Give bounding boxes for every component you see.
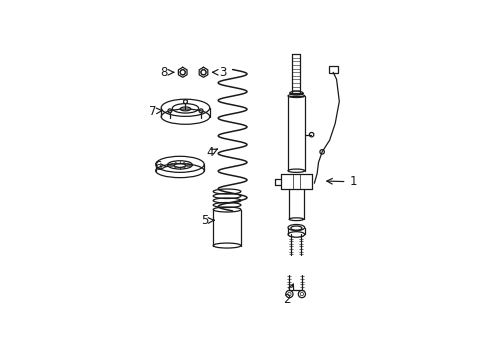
Text: 5: 5: [201, 214, 214, 227]
Text: 7: 7: [149, 105, 162, 118]
Text: 8: 8: [160, 66, 173, 79]
Text: 1: 1: [326, 175, 356, 188]
Text: 2: 2: [283, 284, 293, 306]
Text: 6: 6: [154, 160, 167, 173]
Text: 4: 4: [206, 146, 217, 159]
Text: 3: 3: [212, 66, 226, 79]
